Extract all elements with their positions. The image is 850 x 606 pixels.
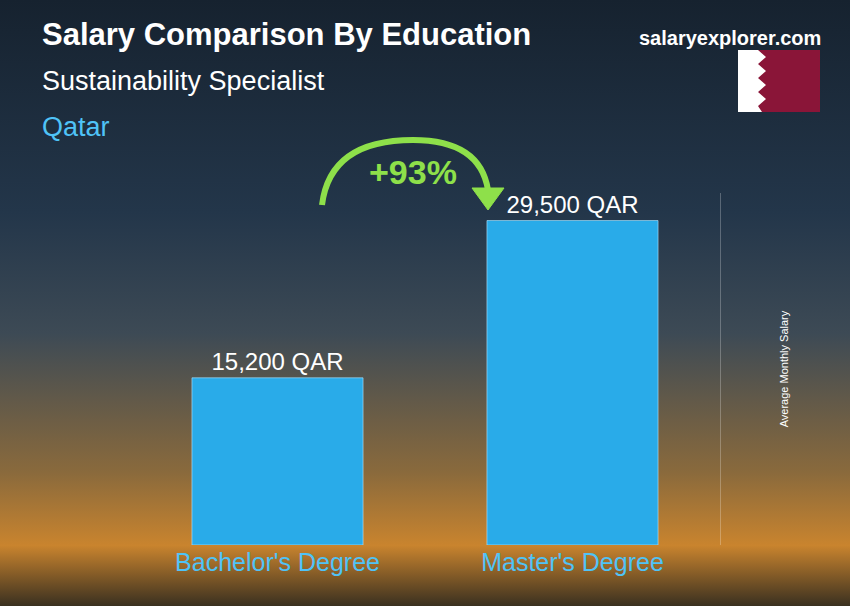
svg-text:Qatar: Qatar bbox=[42, 112, 110, 142]
svg-text:29,500 QAR: 29,500 QAR bbox=[506, 191, 638, 218]
svg-text:Salary Comparison By Education: Salary Comparison By Education bbox=[42, 17, 531, 52]
svg-text:salaryexplorer.com: salaryexplorer.com bbox=[639, 27, 821, 49]
svg-text:Bachelor's Degree: Bachelor's Degree bbox=[175, 548, 380, 576]
svg-text:Sustainability Specialist: Sustainability Specialist bbox=[42, 66, 325, 96]
svg-text:+93%: +93% bbox=[369, 153, 457, 191]
svg-text:15,200 QAR: 15,200 QAR bbox=[211, 348, 343, 375]
svg-text:Average Monthly Salary: Average Monthly Salary bbox=[778, 310, 790, 427]
svg-text:Master's Degree: Master's Degree bbox=[481, 548, 664, 576]
